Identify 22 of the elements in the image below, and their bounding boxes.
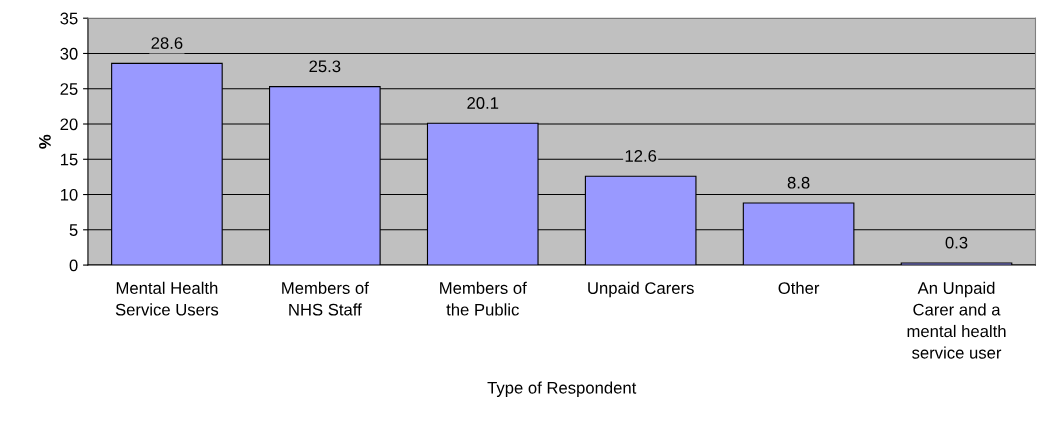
y-tick-label: 30 [60,47,78,60]
y-tick-label: 25 [60,83,78,95]
data-label: 20.1 [467,97,499,109]
y-tick-label: 20 [60,118,78,131]
y-tick-label: 35 [60,12,78,25]
y-axis-title: % [39,134,51,149]
data-label: 25.3 [309,60,341,73]
x-tick-label: Mental Health Service Users [115,281,219,316]
data-label: 28.6 [151,37,183,49]
data-label: 12.6 [625,149,657,162]
y-tick-label: 15 [60,153,78,166]
x-tick-label: Members of NHS Staff [282,281,369,316]
x-tick-label: Unpaid Carers [588,281,694,298]
x-axis-title: Type of Respondent [487,381,637,397]
x-tick-label: Members of the Public [440,281,527,316]
data-label: 0.3 [945,236,968,249]
y-tick-label: 5 [69,224,78,236]
data-label: 8.8 [787,176,810,189]
y-tick-label: 10 [60,188,78,201]
x-tick-label: An Unpaid Carer and a mental health service user [907,281,1006,359]
x-tick-label: Other [778,281,820,294]
y-tick-label: 0 [69,259,78,272]
